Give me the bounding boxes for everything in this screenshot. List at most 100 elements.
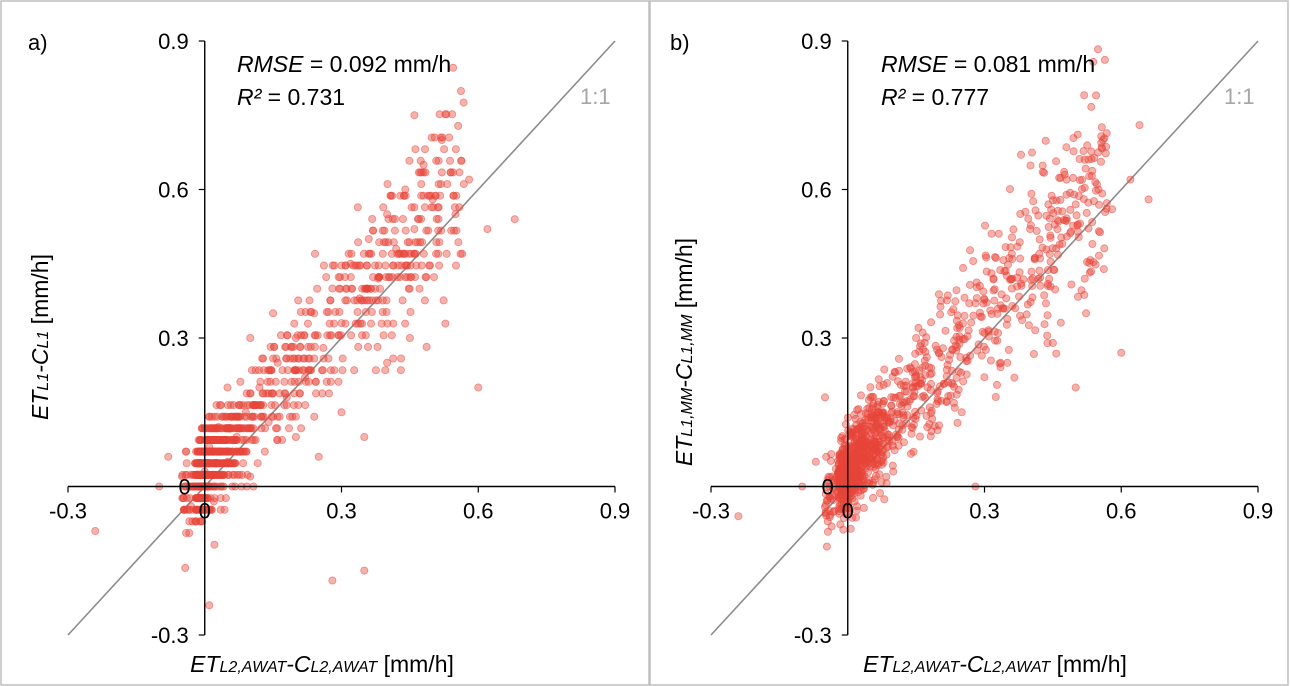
panel-b-frame [649, 0, 1289, 686]
data-point [356, 319, 365, 328]
data-point [440, 145, 449, 154]
data-point [864, 395, 873, 404]
data-point [884, 433, 893, 442]
data-point [449, 191, 458, 200]
data-point [446, 168, 455, 177]
data-point [474, 383, 483, 392]
data-point [192, 470, 201, 479]
data-point [387, 331, 396, 340]
data-point [314, 452, 323, 461]
data-point [263, 377, 272, 386]
data-point [1087, 267, 1096, 276]
data-point [1040, 168, 1049, 177]
data-point [1062, 143, 1071, 152]
data-point [1094, 45, 1103, 54]
data-point [953, 418, 962, 427]
data-point [1010, 373, 1019, 382]
data-point [300, 331, 309, 340]
data-point [894, 354, 903, 363]
data-point [1040, 320, 1049, 329]
data-point [422, 226, 431, 235]
data-point [898, 398, 907, 407]
data-point [205, 601, 214, 610]
data-point [194, 470, 203, 479]
data-point [290, 389, 299, 398]
data-point [377, 319, 386, 328]
data-point [973, 346, 982, 355]
data-point [380, 226, 389, 235]
data-point [936, 310, 945, 319]
data-point [907, 449, 916, 458]
data-point [273, 435, 282, 444]
one-to-one-label: 1:1 [1224, 84, 1255, 109]
data-point [1017, 150, 1026, 159]
data-point [255, 383, 264, 392]
data-point [1071, 383, 1080, 392]
y-tick-label: 0.3 [158, 326, 189, 351]
data-point [441, 319, 450, 328]
data-point [974, 340, 983, 349]
data-point [401, 319, 410, 328]
data-point [273, 424, 282, 433]
data-point [944, 392, 953, 401]
data-point [866, 423, 875, 432]
data-point [223, 435, 232, 444]
data-point [283, 331, 292, 340]
data-point [435, 261, 444, 270]
data-point [1052, 349, 1061, 358]
data-point [236, 377, 245, 386]
data-point [917, 406, 926, 415]
data-point [182, 459, 191, 468]
data-point [234, 401, 243, 410]
data-point [256, 412, 265, 421]
data-point [280, 377, 289, 386]
data-point [267, 401, 276, 410]
data-point [1071, 200, 1080, 209]
data-point [185, 529, 194, 538]
data-point [1074, 233, 1083, 242]
data-point [313, 331, 322, 340]
data-point [1095, 200, 1104, 209]
data-point [834, 459, 843, 468]
data-point [410, 273, 419, 282]
data-point [434, 180, 443, 189]
data-point [1072, 211, 1081, 220]
panel-a-frame [0, 0, 650, 686]
y-axis-title: ETL1,MM-CL1,MM [mm/h] [671, 238, 697, 466]
data-point [1026, 225, 1035, 234]
data-point [406, 307, 415, 316]
data-point [889, 467, 898, 476]
data-point [875, 437, 884, 446]
data-point [289, 354, 298, 363]
data-point [282, 393, 291, 402]
data-point [1035, 235, 1044, 244]
data-point [1007, 284, 1016, 293]
data-point [250, 412, 259, 421]
data-point [219, 447, 228, 456]
data-point [1062, 232, 1071, 241]
data-point [918, 328, 927, 337]
data-point [434, 203, 443, 212]
y-tick-label: -0.3 [794, 623, 832, 648]
data-point [857, 432, 866, 441]
data-point [215, 401, 224, 410]
r2-label: R² [881, 84, 907, 110]
data-point [410, 225, 419, 234]
data-point [1070, 190, 1079, 199]
data-point [1069, 147, 1078, 156]
data-point [994, 229, 1003, 238]
data-point [866, 462, 875, 471]
data-point [232, 435, 241, 444]
data-point [383, 210, 392, 219]
data-point [313, 284, 322, 293]
data-point [851, 427, 860, 436]
data-point [443, 180, 452, 189]
y-tick-label: 0.9 [158, 29, 189, 54]
data-point [381, 366, 390, 375]
data-point [952, 286, 961, 295]
data-point [510, 215, 519, 224]
data-point [318, 389, 327, 398]
data-point [432, 214, 441, 223]
data-point [413, 238, 422, 247]
data-point [280, 401, 289, 410]
